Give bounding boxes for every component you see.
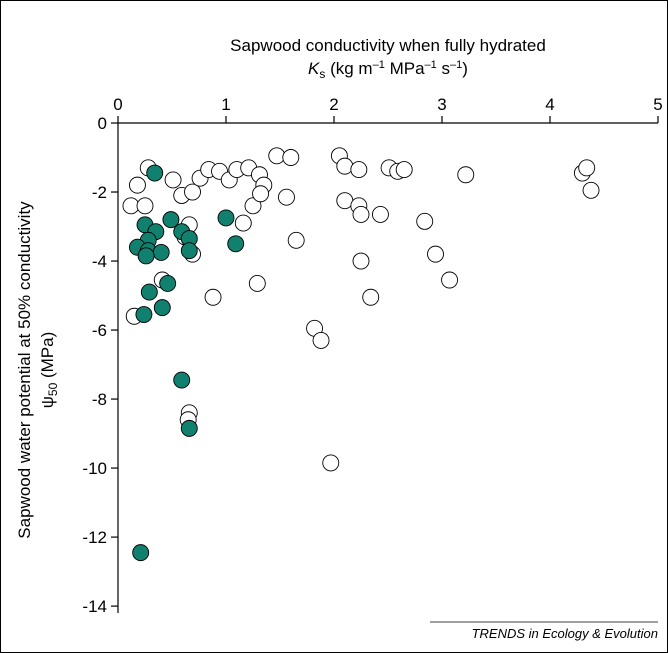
label-part: MPa bbox=[385, 59, 425, 78]
point bbox=[427, 245, 444, 263]
y-tick-label: -6 bbox=[92, 321, 107, 340]
point bbox=[336, 157, 354, 175]
point bbox=[128, 176, 146, 194]
point bbox=[282, 149, 300, 166]
y-tick-label: -8 bbox=[92, 390, 107, 409]
label-part: s bbox=[437, 59, 450, 78]
label-part: s bbox=[319, 67, 325, 81]
y-tick-label: -10 bbox=[82, 459, 107, 478]
label-part: –1 bbox=[450, 59, 462, 71]
label-part: (MPa) bbox=[38, 332, 57, 383]
point bbox=[312, 331, 330, 349]
point bbox=[278, 188, 295, 206]
point bbox=[582, 181, 600, 199]
y-tick-label: 0 bbox=[98, 114, 107, 133]
x-tick-label: 3 bbox=[437, 95, 446, 114]
x-tick-label: 0 bbox=[113, 95, 122, 114]
point bbox=[146, 164, 164, 182]
point bbox=[159, 275, 177, 292]
y-tick-label: -4 bbox=[92, 252, 107, 271]
point bbox=[268, 147, 286, 165]
point bbox=[135, 306, 153, 323]
label-part: 50 bbox=[46, 382, 60, 396]
point bbox=[252, 185, 270, 203]
point bbox=[152, 243, 170, 261]
point bbox=[248, 275, 266, 292]
y-axis-label: ψ50 (MPa) bbox=[38, 332, 60, 408]
y-tick-label: -14 bbox=[82, 597, 107, 616]
point bbox=[244, 197, 262, 215]
source: TRENDS in Ecology & Evolution bbox=[472, 626, 658, 641]
point bbox=[352, 205, 370, 223]
point bbox=[350, 161, 368, 179]
point bbox=[153, 299, 171, 317]
point bbox=[578, 159, 596, 177]
label-part: (kg m bbox=[325, 59, 372, 78]
point bbox=[137, 247, 155, 265]
point bbox=[140, 283, 158, 301]
x-tick-label: 4 bbox=[545, 95, 554, 114]
point bbox=[136, 197, 154, 215]
point bbox=[352, 252, 370, 270]
point bbox=[362, 288, 380, 306]
point bbox=[322, 454, 340, 472]
point bbox=[217, 209, 235, 227]
x-tick-label: 5 bbox=[653, 95, 662, 114]
point bbox=[457, 166, 475, 184]
label-part: K bbox=[308, 59, 320, 78]
point bbox=[164, 171, 182, 189]
y-axis-label: Sapwood water potential at 50% conductiv… bbox=[15, 201, 34, 539]
point bbox=[336, 192, 354, 210]
point bbox=[287, 231, 305, 249]
point bbox=[227, 235, 245, 253]
point bbox=[180, 419, 198, 437]
point bbox=[180, 242, 198, 260]
point bbox=[234, 214, 252, 232]
x-tick-label: 2 bbox=[329, 95, 338, 114]
point bbox=[416, 212, 434, 230]
x-axis-label: Ks (kg m–1 MPa–1 s–1) bbox=[308, 59, 468, 81]
label-part: –1 bbox=[373, 59, 385, 71]
y-tick-label: -2 bbox=[92, 183, 107, 202]
point bbox=[395, 161, 413, 179]
point bbox=[204, 288, 222, 306]
chart-title: Sapwood conductivity when fully hydrated bbox=[230, 36, 546, 55]
point bbox=[371, 205, 389, 223]
point bbox=[173, 371, 191, 389]
label-part: –1 bbox=[425, 59, 437, 71]
point bbox=[162, 211, 180, 229]
point bbox=[441, 271, 459, 289]
label-part: ψ bbox=[38, 396, 57, 408]
point bbox=[184, 183, 201, 201]
point bbox=[132, 544, 150, 562]
label-part: ) bbox=[462, 59, 468, 78]
y-tick-label: -12 bbox=[82, 528, 107, 547]
x-tick-label: 1 bbox=[221, 95, 230, 114]
